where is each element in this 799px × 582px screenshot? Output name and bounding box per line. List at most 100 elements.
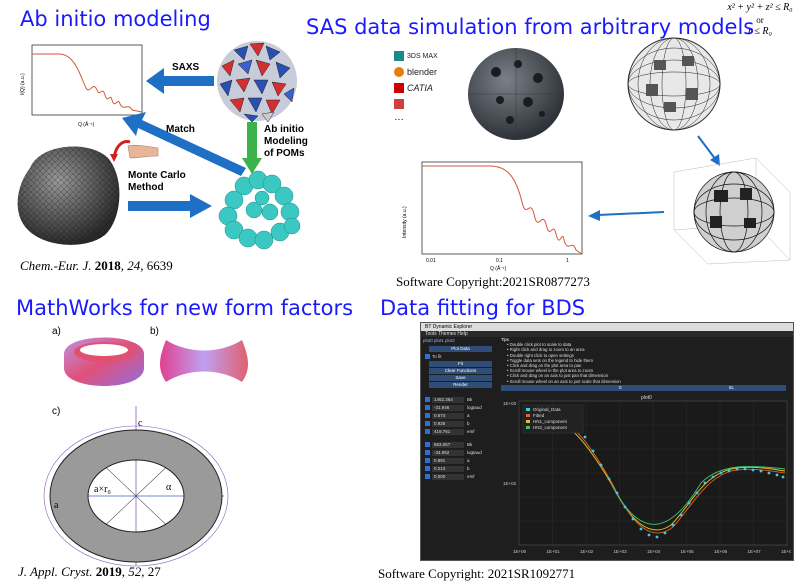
legend-item[interactable]: HN1_component <box>533 419 568 424</box>
data-point <box>687 501 691 505</box>
parameter-checkbox[interactable] <box>425 421 430 426</box>
parameter-checkbox[interactable] <box>425 413 430 418</box>
legend-swatch[interactable] <box>526 420 530 423</box>
xtick: 1E+03 <box>614 549 628 554</box>
tip-item: • Click and drag on an axis to just pan … <box>507 373 609 379</box>
parameter-value[interactable]: 0.891 <box>432 457 464 464</box>
parameter-row[interactable]: 0.926 b <box>423 420 495 427</box>
legend-item[interactable]: HN2_component <box>533 425 568 430</box>
parameter-value[interactable]: 0.926 <box>432 420 464 427</box>
parameter-value[interactable]: 1462.364 <box>432 396 464 403</box>
parameter-value[interactable]: 0.213 <box>432 465 464 472</box>
data-point <box>735 467 739 471</box>
copyright-sas: Software Copyright:2021SR0877273 <box>396 274 590 289</box>
data-point <box>663 531 667 535</box>
plot-data-button[interactable]: Plot Data <box>429 346 492 352</box>
parameter-row[interactable]: -31.946 logtaud <box>423 404 495 411</box>
to-fit-checkbox[interactable]: To fit <box>423 353 495 360</box>
legend-swatch[interactable] <box>526 414 530 417</box>
citation2-year: 2019 <box>95 564 122 579</box>
parameter-value[interactable]: 0.674 <box>432 412 464 419</box>
saxs-curve-plot: I(Q) (a.u.) Q (Å⁻¹) <box>20 44 143 128</box>
xtick: 1E+04 <box>647 549 661 554</box>
render-button[interactable]: Render <box>429 382 492 388</box>
shape-b-pillow-image <box>160 340 248 382</box>
parameter-name: b <box>467 466 470 471</box>
parameter-list: 1462.364 Bk -31.946 logtaud 0.674 a 0.926 b 419.… <box>423 396 495 480</box>
data-point <box>695 491 699 495</box>
saxs-ylabel: I(Q) (a.u.) <box>20 73 26 95</box>
legend-item[interactable]: Fitted <box>533 413 545 418</box>
monte-carlo-label: Monte Carlo Method <box>128 170 186 194</box>
dynamic-explorer-window: BT Dynamic Explorer Tools Themes Help pl… <box>420 322 794 561</box>
parameter-checkbox[interactable] <box>425 429 430 434</box>
menu-bar[interactable]: Tools Themes Help <box>421 331 793 337</box>
data-point <box>751 468 755 472</box>
parameter-name: Bk <box>467 397 473 402</box>
parameter-value[interactable]: 863.057 <box>432 441 464 448</box>
parameter-row[interactable]: 863.057 Bk <box>423 441 495 448</box>
equation-line2: r ≤ R₀ <box>748 26 772 37</box>
intensity-plot: Intensity (a.u.) 0.01 0.1 1 Q (Å⁻¹) <box>402 161 583 272</box>
parameter-checkbox[interactable] <box>425 458 430 463</box>
parameter-checkbox[interactable] <box>425 397 430 402</box>
parameter-checkbox[interactable] <box>425 442 430 447</box>
data-point <box>767 471 771 475</box>
legend-swatch[interactable] <box>526 408 530 411</box>
parameter-checkbox[interactable] <box>425 474 430 479</box>
citation-journal: Chem.-Eur. J. <box>20 258 92 273</box>
data-point <box>583 435 587 439</box>
citation2-journal: J. Appl. Cryst. <box>18 564 93 579</box>
parameter-row[interactable]: -34.952 logtaud <box>423 449 495 456</box>
control-panel: Plot Data To fit Fit Clear Functions Sav… <box>423 345 495 481</box>
legend-item[interactable]: Original_Data <box>533 407 561 412</box>
parameter-value[interactable]: -31.946 <box>432 404 464 411</box>
logo-blender: blender <box>394 64 458 80</box>
citation2-page: , 27 <box>141 564 161 579</box>
data-point <box>631 517 635 521</box>
plot-tabs[interactable]: plot0 plot1 plot2 <box>423 338 455 343</box>
legend-swatch[interactable] <box>526 426 530 429</box>
logo-more: … <box>394 112 404 123</box>
parameter-row[interactable]: 0.891 a <box>423 457 495 464</box>
parameter-row[interactable]: 0.213 b <box>423 465 495 472</box>
parameter-row[interactable]: 1462.364 Bk <box>423 396 495 403</box>
parameter-row[interactable]: 419.761 eInf <box>423 428 495 435</box>
parameter-checkbox[interactable] <box>425 450 430 455</box>
save-button[interactable]: Save <box>429 375 492 381</box>
match-arrow <box>122 112 246 176</box>
fit-button[interactable]: Fit <box>429 361 492 367</box>
xtick: 1E+08 <box>781 549 791 554</box>
parameter-checkbox[interactable] <box>425 405 430 410</box>
parameter-value[interactable]: 419.761 <box>432 428 464 435</box>
tips-title: Tips <box>501 337 509 342</box>
clear-functions-button[interactable]: Clear Functions <box>429 368 492 374</box>
parameter-value[interactable]: -34.952 <box>432 449 464 456</box>
parameter-name: a <box>467 413 470 418</box>
equation-or: or <box>756 15 764 25</box>
tip-item: • Toggle data sets on the legend to hide… <box>507 357 593 363</box>
sim-arrow-down <box>697 135 720 166</box>
data-point <box>727 469 731 473</box>
to-fit-label: To fit <box>432 354 442 359</box>
bds-fit-plot[interactable]: plot0 1E+03 1E+02 1E+00 1E+01 1E+02 1E+03 1E… <box>501 393 791 557</box>
saxs-label: SAXS <box>172 62 200 73</box>
parameter-name: b <box>467 421 470 426</box>
intensity-ylabel: Intensity (a.u.) <box>402 206 408 238</box>
data-point <box>781 475 785 479</box>
plot-legend[interactable]: Original_DataFittedHN1_componentHN2_comp… <box>522 404 584 434</box>
scale-slider[interactable]: 0 5L <box>501 385 786 391</box>
ytick-0: 1E+03 <box>503 401 517 406</box>
tip-item: • Scroll mouse wheel in the plot area to… <box>507 368 594 374</box>
logo-catia: CATIA <box>394 80 458 96</box>
parameter-row[interactable]: 0.674 a <box>423 412 495 419</box>
tips-panel: Tips • Double click plot to scale to dat… <box>501 337 786 384</box>
hand-icon <box>110 140 159 162</box>
parameter-checkbox[interactable] <box>425 466 430 471</box>
copyright-bds: Software Copyright: 2021SR1092771 <box>378 566 576 581</box>
parameter-value[interactable]: 0.000 <box>432 473 464 480</box>
scale-label-1: 5L <box>729 385 735 390</box>
software-logo-list: 3DS MAX blender CATIA … <box>394 48 458 123</box>
tip-item: • Scroll mouse wheel on an axis to just … <box>507 378 621 384</box>
parameter-row[interactable]: 0.000 eInf <box>423 473 495 480</box>
